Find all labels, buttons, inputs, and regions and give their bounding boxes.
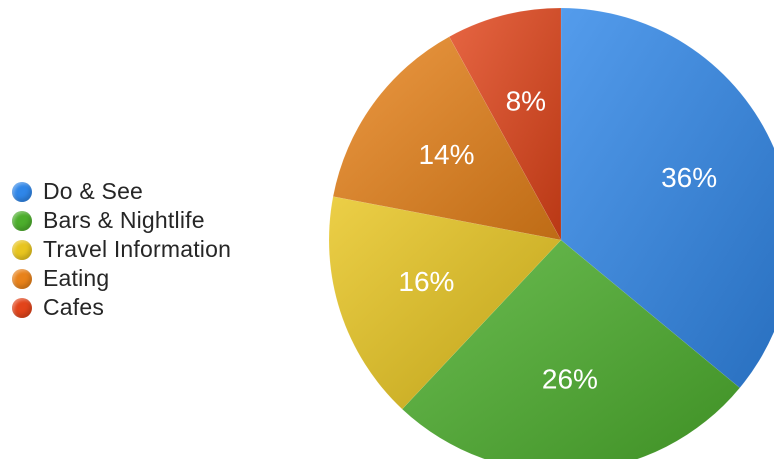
legend-label-travel-information: Travel Information [43, 236, 232, 262]
legend: Do & See Bars & Nightlife Travel Informa… [12, 177, 231, 322]
legend-item-do-and-see: Do & See [12, 177, 231, 206]
slice-cafes [448, 7, 562, 241]
slice-label-eating: 14% [418, 139, 474, 170]
legend-label-cafes: Cafes [43, 294, 105, 320]
legend-label-eating: Eating [43, 265, 110, 291]
legend-swatch-eating [12, 268, 32, 289]
pie-slices [328, 7, 774, 459]
pie-labels: 36% 26% 16% 14% 8% [398, 85, 717, 394]
slice-label-travel-information: 16% [398, 266, 454, 297]
legend-swatch-bars-and-nightlife [12, 210, 32, 231]
legend-label-do-and-see: Do & See [43, 178, 144, 204]
legend-item-bars-and-nightlife: Bars & Nightlife [12, 206, 231, 235]
slice-bars-and-nightlife [401, 239, 741, 459]
slice-travel-information [328, 196, 562, 410]
legend-swatch-do-and-see [12, 181, 32, 202]
slice-label-do-and-see: 36% [661, 162, 717, 193]
slice-do-and-see [560, 7, 774, 389]
slice-label-cafes: 8% [506, 85, 546, 116]
legend-swatch-travel-information [12, 239, 32, 260]
slice-eating [332, 36, 562, 241]
slice-label-bars-and-nightlife: 26% [542, 364, 598, 395]
legend-label-bars-and-nightlife: Bars & Nightlife [43, 207, 205, 233]
legend-item-cafes: Cafes [12, 293, 231, 322]
legend-item-eating: Eating [12, 264, 231, 293]
legend-swatch-cafes [12, 297, 32, 318]
legend-item-travel-information: Travel Information [12, 235, 231, 264]
